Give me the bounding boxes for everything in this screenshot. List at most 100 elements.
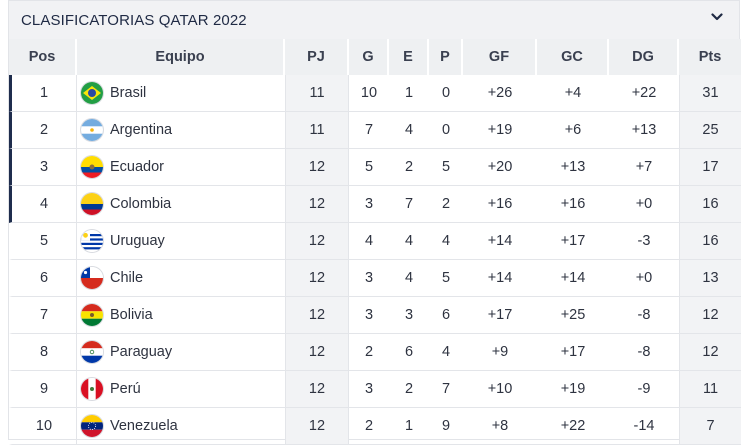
p-cell: 9 xyxy=(429,408,463,445)
team-name[interactable]: Chile xyxy=(110,270,144,286)
team-name[interactable]: Brasil xyxy=(110,85,147,101)
pts-cell: 17 xyxy=(679,149,741,186)
dg-cell: -8 xyxy=(609,297,679,334)
gc-cell: +16 xyxy=(537,186,609,223)
e-cell: 4 xyxy=(389,223,429,260)
brazil-flag-icon xyxy=(81,82,103,104)
e-cell: 1 xyxy=(389,408,429,445)
dg-cell: +0 xyxy=(609,260,679,297)
pos-cell: 10 xyxy=(9,408,77,445)
colombia-flag-icon xyxy=(81,193,103,215)
gf-cell: +8 xyxy=(463,408,537,445)
gf-cell: +17 xyxy=(463,297,537,334)
gf-cell: +16 xyxy=(463,186,537,223)
pts-cell: 31 xyxy=(679,75,741,112)
team-cell: Colombia xyxy=(77,186,285,223)
pts-cell: 25 xyxy=(679,112,741,149)
table-row: 2 Argentina 11 7 4 0 +19 +6 +13 25 xyxy=(9,112,741,149)
table-header-row: Pos Equipo PJ G E P GF GC DG Pts xyxy=(9,39,741,75)
pts-cell: 16 xyxy=(679,223,741,260)
p-cell: 7 xyxy=(429,371,463,408)
team-cell: Paraguay xyxy=(77,334,285,371)
gf-cell: +20 xyxy=(463,149,537,186)
team-name[interactable]: Argentina xyxy=(110,122,173,138)
pts-cell: 12 xyxy=(679,334,741,371)
g-cell: 4 xyxy=(349,223,389,260)
team-name[interactable]: Ecuador xyxy=(110,159,165,175)
g-cell: 2 xyxy=(349,334,389,371)
table-row: 1 Brasil 11 10 1 0 +26 +4 +22 31 xyxy=(9,75,741,112)
table-row: 4 Colombia 12 3 7 2 +16 +16 +0 16 xyxy=(9,186,741,223)
pos-cell: 9 xyxy=(9,371,77,408)
pos-cell: 2 xyxy=(9,112,77,149)
gc-cell: +17 xyxy=(537,334,609,371)
g-cell: 10 xyxy=(349,75,389,112)
pj-cell: 12 xyxy=(285,260,349,297)
pj-cell: 11 xyxy=(285,75,349,112)
team-name[interactable]: Uruguay xyxy=(110,233,165,249)
standings-table: Pos Equipo PJ G E P GF GC DG Pts 1 Brasil… xyxy=(9,39,741,445)
table-row: 7 Bolivia 12 3 3 6 +17 +25 -8 12 xyxy=(9,297,741,334)
team-cell: Argentina xyxy=(77,112,285,149)
team-cell: Chile xyxy=(77,260,285,297)
chile-flag-icon xyxy=(81,267,103,289)
g-cell: 3 xyxy=(349,260,389,297)
team-name[interactable]: Bolivia xyxy=(110,307,153,323)
dg-cell: -3 xyxy=(609,223,679,260)
col-header-pos: Pos xyxy=(9,39,77,75)
pj-cell: 12 xyxy=(285,371,349,408)
e-cell: 1 xyxy=(389,75,429,112)
e-cell: 3 xyxy=(389,297,429,334)
standings-widget: CLASIFICATORIAS QATAR 2022 Pos Equipo PJ… xyxy=(8,0,741,445)
p-cell: 2 xyxy=(429,186,463,223)
e-cell: 6 xyxy=(389,334,429,371)
table-row: 3 Ecuador 12 5 2 5 +20 +13 +7 17 xyxy=(9,149,741,186)
pj-cell: 12 xyxy=(285,186,349,223)
uruguay-flag-icon xyxy=(81,230,103,252)
pos-cell: 6 xyxy=(9,260,77,297)
dg-cell: -8 xyxy=(609,334,679,371)
pos-cell: 1 xyxy=(9,75,77,112)
p-cell: 5 xyxy=(429,149,463,186)
peru-flag-icon xyxy=(81,378,103,400)
team-name[interactable]: Venezuela xyxy=(110,418,178,434)
dg-cell: -9 xyxy=(609,371,679,408)
paraguay-flag-icon xyxy=(81,341,103,363)
argentina-flag-icon xyxy=(81,119,103,141)
p-cell: 6 xyxy=(429,297,463,334)
g-cell: 3 xyxy=(349,371,389,408)
pos-cell: 7 xyxy=(9,297,77,334)
table-row: 5 Uruguay 12 4 4 4 +14 +17 -3 16 xyxy=(9,223,741,260)
gc-cell: +25 xyxy=(537,297,609,334)
pts-cell: 16 xyxy=(679,186,741,223)
gc-cell: +6 xyxy=(537,112,609,149)
e-cell: 2 xyxy=(389,149,429,186)
chevron-down-icon[interactable] xyxy=(709,9,725,25)
widget-header: CLASIFICATORIAS QATAR 2022 xyxy=(9,1,739,39)
team-cell: Perú xyxy=(77,371,285,408)
ecuador-flag-icon xyxy=(81,156,103,178)
team-name[interactable]: Colombia xyxy=(110,196,172,212)
gf-cell: +14 xyxy=(463,223,537,260)
e-cell: 2 xyxy=(389,371,429,408)
gc-cell: +13 xyxy=(537,149,609,186)
pos-cell: 5 xyxy=(9,223,77,260)
dg-cell: +22 xyxy=(609,75,679,112)
e-cell: 4 xyxy=(389,260,429,297)
col-header-pts: Pts xyxy=(679,39,741,75)
col-header-team: Equipo xyxy=(77,39,285,75)
pj-cell: 12 xyxy=(285,408,349,445)
dg-cell: +13 xyxy=(609,112,679,149)
pj-cell: 12 xyxy=(285,149,349,186)
team-name[interactable]: Paraguay xyxy=(110,344,173,360)
e-cell: 4 xyxy=(389,112,429,149)
pos-cell: 3 xyxy=(9,149,77,186)
table-row: 9 Perú 12 3 2 7 +10 +19 -9 11 xyxy=(9,371,741,408)
col-header-dg: DG xyxy=(609,39,679,75)
g-cell: 7 xyxy=(349,112,389,149)
p-cell: 0 xyxy=(429,112,463,149)
team-cell: Bolivia xyxy=(77,297,285,334)
team-cell: Venezuela xyxy=(77,408,285,445)
team-cell: Ecuador xyxy=(77,149,285,186)
team-name[interactable]: Perú xyxy=(110,381,141,397)
